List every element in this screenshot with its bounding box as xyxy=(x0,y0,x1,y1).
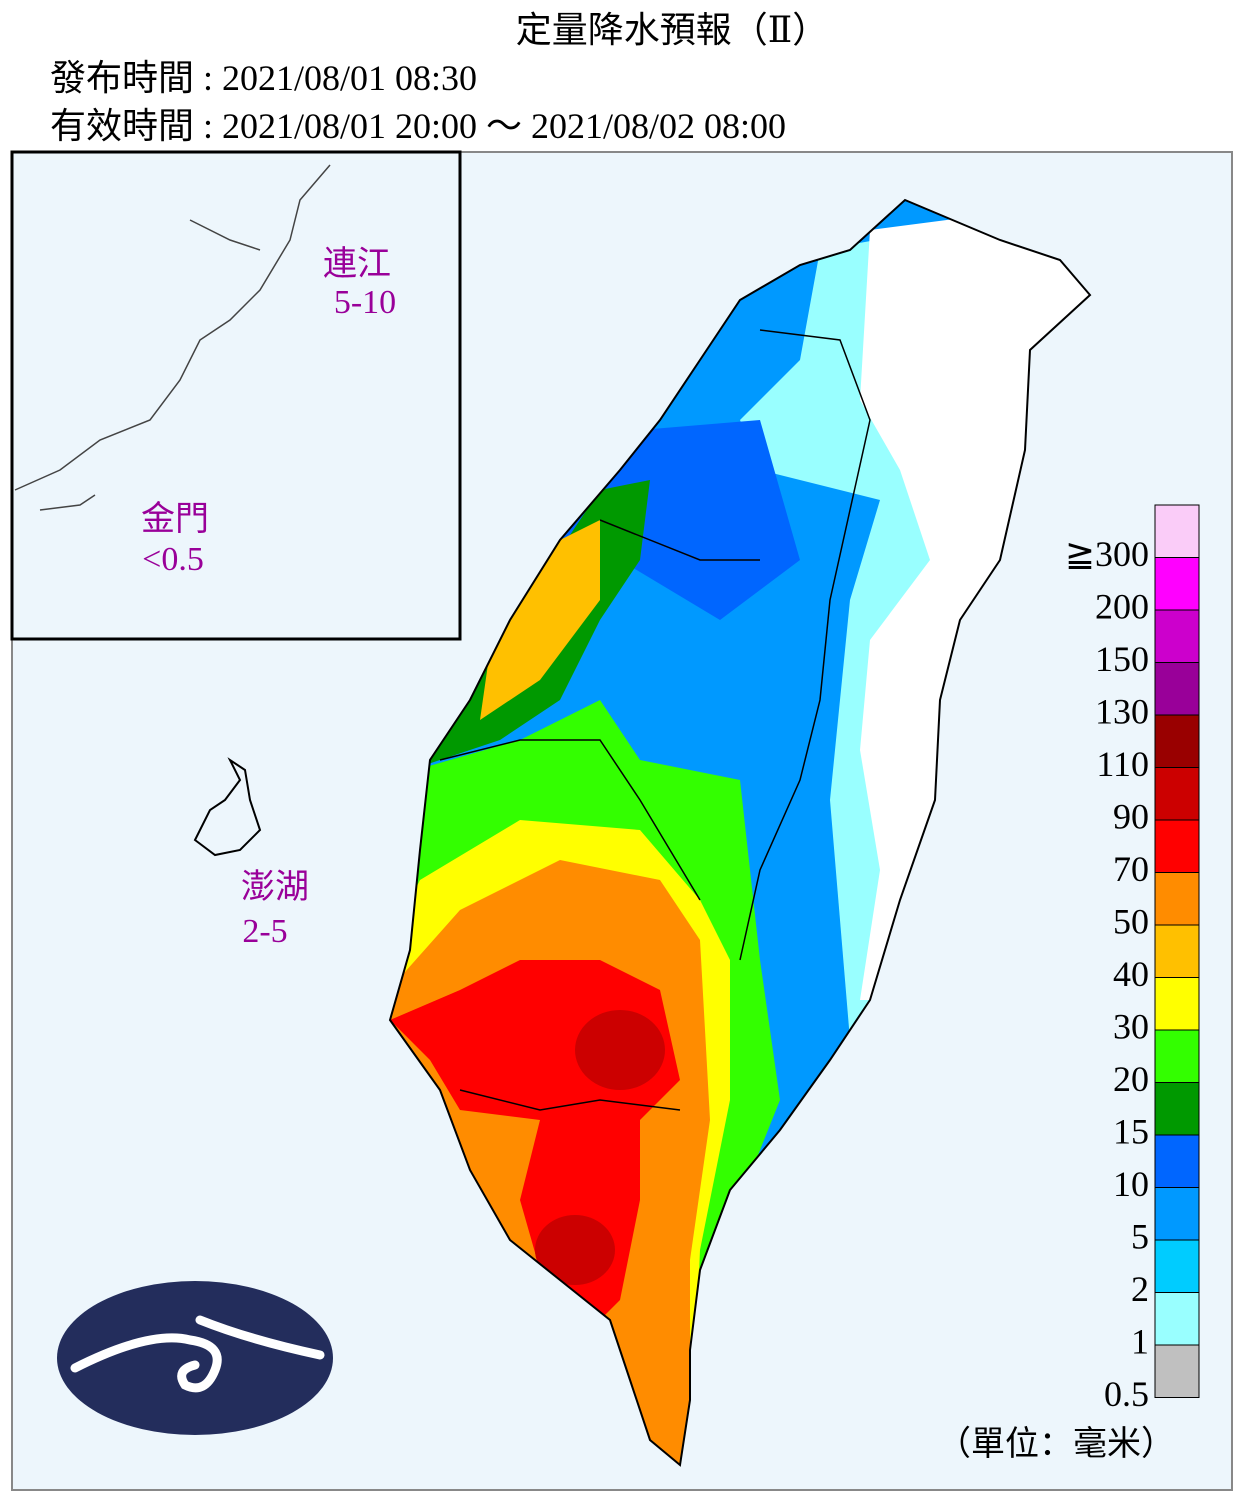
legend-label: 0.5 xyxy=(1104,1374,1149,1414)
legend-label: 1 xyxy=(1131,1321,1149,1361)
inset-box xyxy=(10,150,462,641)
legend-swatch xyxy=(1154,1292,1200,1346)
legend-label: 40 xyxy=(1113,954,1149,994)
legend-label: 50 xyxy=(1113,901,1149,941)
unit-label: （單位：毫米） xyxy=(937,1425,1175,1463)
title: 定量降水預報（Ⅱ） xyxy=(516,10,828,50)
island-name: 連江 xyxy=(323,245,391,283)
legend-swatch xyxy=(1154,1187,1200,1241)
legend-swatch xyxy=(1154,872,1200,926)
logo xyxy=(57,1281,333,1435)
legend-swatch xyxy=(1154,504,1200,558)
legend-label: 20 xyxy=(1113,1059,1149,1099)
island-amount: 5-10 xyxy=(334,284,396,321)
island-amount: 2-5 xyxy=(242,913,287,950)
legend-swatch xyxy=(1154,977,1200,1031)
legend-label: 110 xyxy=(1096,744,1149,784)
legend-label: 150 xyxy=(1095,639,1149,679)
legend-swatch xyxy=(1154,1029,1200,1083)
island-amount: <0.5 xyxy=(142,541,204,578)
county-borders xyxy=(439,329,871,1111)
legend-swatch xyxy=(1154,767,1200,821)
legend-label: 70 xyxy=(1113,849,1149,889)
valid-time: 有效時間 : 2021/08/01 20:00 ～ 2021/08/02 08:… xyxy=(50,106,786,146)
legend-swatch xyxy=(1154,1134,1200,1188)
legend-label: 10 xyxy=(1113,1164,1149,1204)
legend-label: 90 xyxy=(1113,796,1149,836)
legend-swatch xyxy=(1154,1344,1200,1398)
issued-time: 發布時間 : 2021/08/01 08:30 xyxy=(50,58,477,98)
legend-label: 30 xyxy=(1113,1006,1149,1046)
coastline xyxy=(14,164,331,511)
legend-label: 5 xyxy=(1131,1216,1149,1256)
legend-swatch xyxy=(1154,714,1200,768)
legend-label: 200 xyxy=(1095,586,1149,626)
legend-label: 15 xyxy=(1113,1111,1149,1151)
legend: ≧300 200 150 130 110 90 70 50 40 30 20 15 10 5 2 1 0.5 xyxy=(1065,504,1200,1414)
legend-swatch xyxy=(1154,662,1200,716)
island-name: 金門 xyxy=(141,500,209,538)
island-name: 澎湖 xyxy=(241,868,309,906)
logo-swirl xyxy=(70,1315,325,1393)
legend-label: 130 xyxy=(1095,691,1149,731)
legend-swatch xyxy=(1154,819,1200,873)
legend-swatch xyxy=(1154,609,1200,663)
legend-swatch xyxy=(1154,1082,1200,1136)
penghu-outline xyxy=(193,757,262,857)
legend-label: 2 xyxy=(1131,1269,1149,1309)
legend-swatch xyxy=(1154,557,1200,611)
legend-swatch xyxy=(1154,924,1200,978)
legend-swatch xyxy=(1154,1239,1200,1293)
legend-label: ≧300 xyxy=(1065,534,1149,574)
